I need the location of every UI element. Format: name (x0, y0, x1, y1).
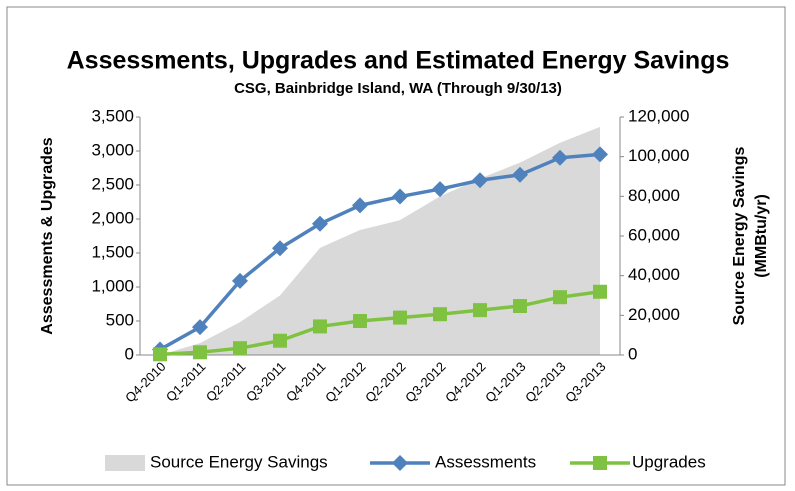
marker (313, 319, 327, 334)
marker (473, 303, 487, 318)
marker (472, 172, 488, 189)
marker (553, 290, 567, 305)
y-tick-label: 1,500 (91, 242, 134, 261)
marker (552, 149, 568, 166)
marker (272, 240, 288, 257)
y2-tick-label: 120,000 (628, 106, 689, 125)
marker (232, 272, 248, 289)
marker (512, 166, 528, 183)
marker (153, 347, 167, 362)
legend-label: Source Energy Savings (150, 452, 328, 471)
y2-tick-label: 100,000 (628, 146, 689, 165)
y2-tick-label: 80,000 (628, 186, 680, 205)
y-tick-label: 2,500 (91, 174, 134, 193)
legend-swatch (105, 455, 145, 471)
marker (273, 333, 287, 348)
chart-subtitle: CSG, Bainbridge Island, WA (Through 9/30… (234, 80, 562, 97)
marker (353, 314, 367, 328)
marker (233, 341, 247, 356)
y2-axis-label: Source Energy Savings (731, 147, 748, 326)
y-tick-label: 0 (125, 344, 134, 363)
y-tick-label: 3,500 (91, 106, 134, 125)
area (160, 126, 600, 356)
legend-marker (593, 456, 607, 470)
line (159, 152, 601, 352)
y-axis-label: Assessments & Upgrades (39, 137, 56, 335)
marker (513, 299, 527, 314)
y-tick-label: 500 (106, 310, 134, 329)
marker (433, 307, 447, 322)
y-tick-label: 3,000 (91, 140, 134, 159)
chart-title: Assessments, Upgrades and Estimated Ener… (67, 47, 730, 75)
marker (592, 146, 608, 163)
y2-tick-label: 60,000 (628, 225, 680, 244)
y2-tick-label: 40,000 (628, 265, 680, 284)
legend-label: Assessments (435, 452, 536, 471)
y2-axis-label: (MMBtu/yr) (753, 194, 770, 278)
marker (392, 188, 408, 205)
marker (393, 310, 407, 325)
legend-label: Upgrades (632, 452, 706, 471)
y-tick-label: 2,000 (91, 208, 134, 227)
marker (432, 181, 448, 198)
marker (312, 215, 328, 232)
y2-tick-label: 20,000 (628, 305, 680, 324)
y2-tick-label: 0 (628, 344, 637, 363)
marker (352, 197, 368, 214)
marker (192, 319, 208, 336)
marker (193, 345, 207, 360)
legend-marker (392, 455, 408, 471)
marker (593, 284, 607, 299)
y-tick-label: 1,000 (91, 276, 134, 295)
